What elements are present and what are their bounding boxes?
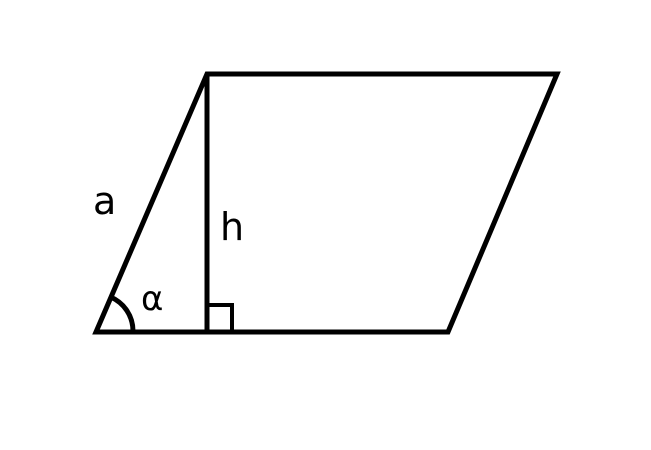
angle-arc	[109, 294, 136, 332]
right-angle-marker	[209, 303, 234, 331]
angle-label-alpha: α	[141, 279, 163, 319]
parallelogram-outline	[92, 71, 561, 335]
side-label-a: a	[93, 179, 116, 223]
height-label-h: h	[220, 205, 244, 249]
